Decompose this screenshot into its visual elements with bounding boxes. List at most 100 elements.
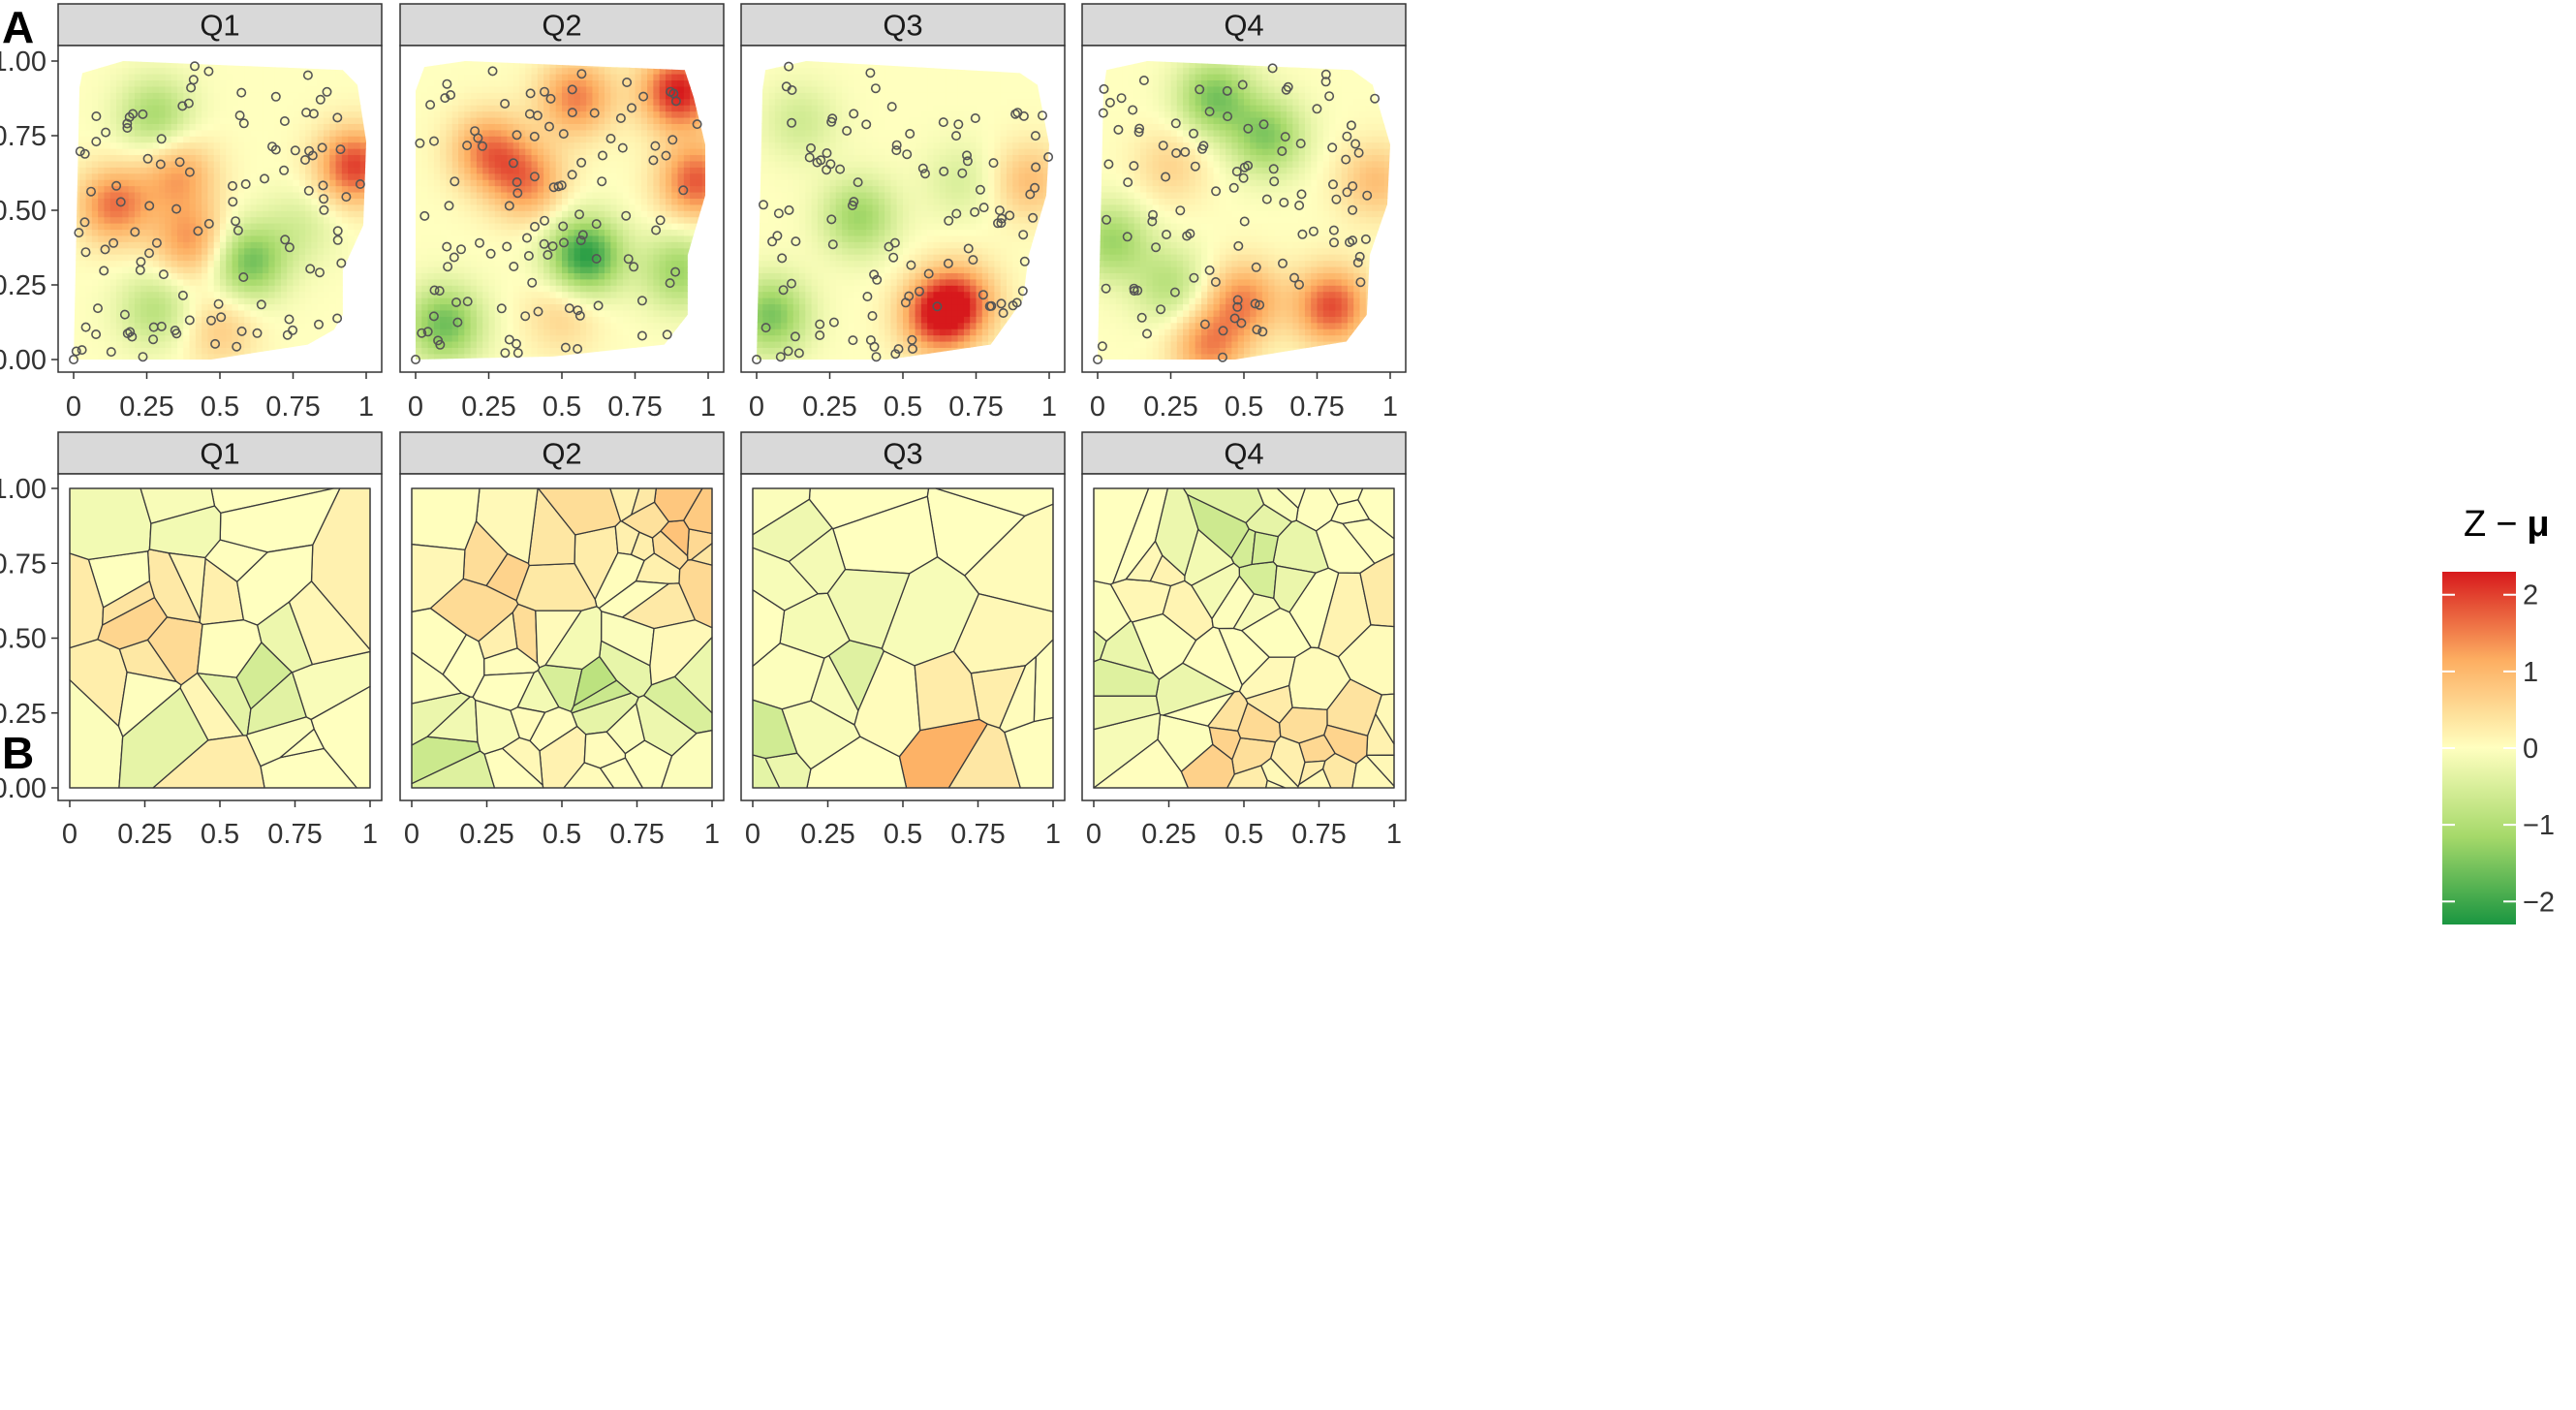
surface-cell [287,172,295,180]
surface-cell [622,291,631,298]
surface-cell [116,340,124,348]
surface-cell [280,285,289,293]
surface-cell [543,272,551,280]
surface-cell [464,147,472,156]
surface-cell [416,309,423,317]
sample-point [523,250,534,261]
interpolated-surface [74,61,366,360]
surface-cell [562,98,570,106]
surface-cell [416,79,423,87]
surface-cell [653,178,661,187]
surface-cell [348,229,356,236]
surface-cell [323,247,331,255]
surface-cell [549,291,557,298]
x-tick-label: 0.25 [461,392,515,423]
surface-cell [122,222,130,231]
surface-cell [659,266,667,273]
surface-cell [298,235,306,242]
surface-cell [189,116,197,124]
surface-cell [762,191,770,199]
surface-cell [91,210,99,218]
sample-point [135,265,145,275]
surface-cell [653,85,661,93]
surface-cell [263,241,270,249]
surface-cell [647,167,655,174]
sample-point [533,306,543,317]
surface-cell [488,347,496,355]
surface-cell [354,123,361,131]
surface-cell [629,154,636,162]
surface-cell [152,316,160,324]
surface-cell [482,216,490,224]
surface-cell [433,141,441,149]
surface-cell [537,303,544,311]
surface-cell [287,266,295,273]
surface-cell [446,61,453,69]
surface-cell [104,328,111,336]
surface-cell [263,85,270,93]
surface-cell [640,85,648,93]
surface-cell [134,297,142,305]
surface-cell [134,334,142,342]
surface-cell [440,235,448,242]
surface-cell [268,334,276,342]
surface-cell [329,116,337,124]
surface-cell [501,67,509,75]
surface-cell [549,167,557,174]
surface-cell [189,178,197,187]
surface-cell [244,67,252,75]
surface-cell [446,216,453,224]
surface-cell [762,285,770,293]
sample-point [177,290,188,300]
surface-cell [671,316,679,324]
surface-cell [647,222,655,231]
surface-cell [592,241,600,249]
sample-point [156,134,167,144]
surface-cell [202,216,209,224]
surface-cell [586,141,594,149]
surface-cell [659,340,667,348]
surface-cell [537,229,544,236]
surface-cell [280,322,289,329]
surface-cell [140,334,148,342]
surface-cell [109,278,117,286]
surface-cell [122,160,130,168]
surface-cell [263,291,270,298]
surface-cell [629,334,636,342]
surface-cell [629,235,636,242]
surface-cell [140,210,148,218]
surface-cell [574,303,581,311]
surface-cell [586,123,594,131]
surface-cell [494,210,502,218]
surface-cell [159,191,167,199]
surface-cell [427,347,435,355]
surface-cell [537,222,544,231]
surface-cell [610,185,618,193]
surface-cell [335,185,343,193]
surface-cell [244,104,252,112]
surface-cell [586,172,594,180]
surface-cell [165,204,172,211]
surface-cell [671,160,679,168]
surface-cell [568,178,575,187]
surface-cell [268,98,276,106]
surface-cell [482,347,490,355]
surface-cell [341,210,349,218]
surface-cell [464,210,472,218]
surface-cell [677,260,685,267]
surface-cell [488,297,496,305]
sample-point [567,84,577,95]
surface-cell [476,247,484,255]
surface-cell [635,198,642,205]
surface-cell [183,222,191,231]
surface-cell [421,229,429,236]
sample-point [308,109,319,119]
surface-cell [470,235,478,242]
surface-cell [176,291,185,298]
sample-point [319,194,329,204]
surface-cell [232,241,239,249]
surface-cell [531,141,539,149]
surface-cell [598,85,605,93]
surface-cell [768,328,776,336]
surface-cell [287,98,295,106]
